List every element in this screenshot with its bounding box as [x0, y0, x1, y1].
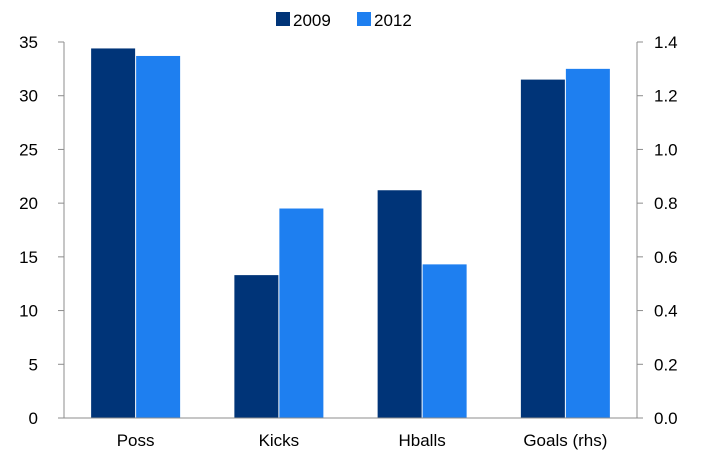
y-left-tick-label: 10 [19, 302, 38, 321]
x-tick-label: Goals (rhs) [523, 431, 607, 450]
bar-2012-kicks [279, 208, 324, 418]
x-tick-label: Poss [117, 431, 155, 450]
y-right-tick-label: 0.6 [654, 248, 678, 267]
x-tick-label: Kicks [259, 431, 300, 450]
y-right-tick-label: 1.4 [654, 33, 678, 52]
legend-label-2009: 2009 [293, 11, 331, 30]
y-right-tick-label: 0.8 [654, 194, 678, 213]
x-tick-label: Hballs [399, 431, 446, 450]
y-left-tick-label: 0 [29, 409, 38, 428]
legend-label-2012: 2012 [374, 11, 412, 30]
y-left-tick-label: 5 [29, 355, 38, 374]
bars [91, 48, 610, 419]
axes [58, 41, 643, 419]
y-right-tick-label: 1.0 [654, 140, 678, 159]
bar-2012-goals-rhs [565, 68, 610, 418]
y-right-tick-label: 0.0 [654, 409, 678, 428]
legend-swatch-2012 [357, 12, 371, 26]
y-right-tick-label: 0.4 [654, 302, 678, 321]
ticks: Poss Kicks Hballs Goals (rhs) 0 5 10 15 20 25 30 35… [19, 33, 678, 450]
bar-2009-kicks [234, 275, 279, 418]
y-left-tick-label: 15 [19, 248, 38, 267]
legend: 2009 2012 [276, 11, 412, 30]
y-left-tick-label: 25 [19, 140, 38, 159]
y-right-tick-label: 0.2 [654, 355, 678, 374]
legend-swatch-2009 [276, 12, 290, 26]
bar-2009-hballs [377, 190, 422, 418]
bar-2009-poss [91, 48, 136, 419]
y-right-tick-label: 1.2 [654, 87, 678, 106]
bar-2012-hballs [422, 264, 467, 418]
bar-2012-poss [136, 55, 181, 419]
y-left-tick-label: 35 [19, 33, 38, 52]
y-left-tick-label: 20 [19, 194, 38, 213]
y-left-tick-label: 30 [19, 87, 38, 106]
bar-2009-goals-rhs [520, 79, 565, 418]
